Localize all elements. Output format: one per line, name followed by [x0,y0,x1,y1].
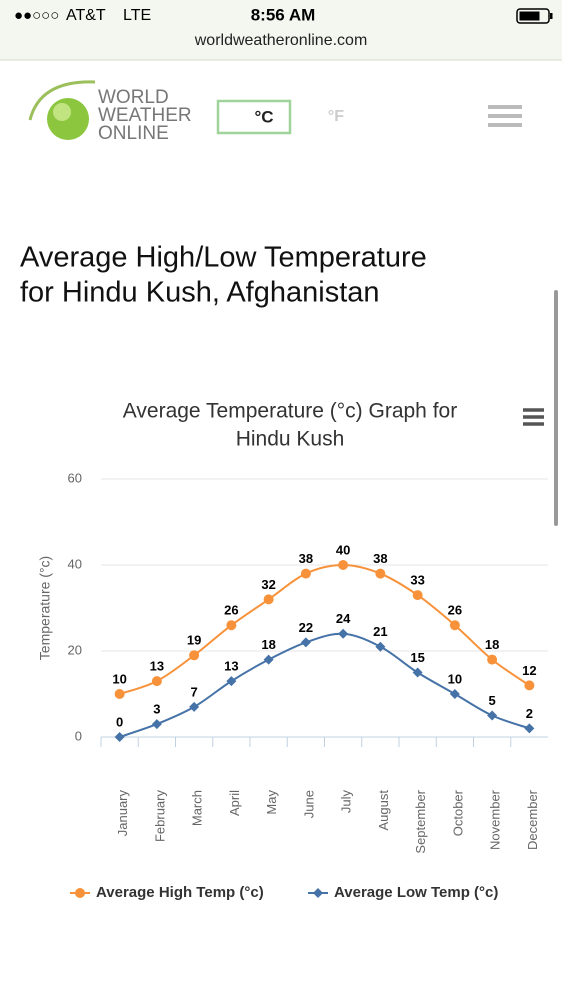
status-bar [0,0,562,60]
time: 8:56 AM [251,5,316,24]
data-label: 33 [410,573,424,588]
logo-text: WEATHER [98,105,192,126]
data-label: 26 [448,603,462,618]
data-point [151,719,162,730]
battery [516,8,553,24]
legend-marker [75,888,85,898]
x-tick-label: April [227,790,242,816]
data-point [338,628,349,639]
data-point [449,620,460,631]
y-tick-label: 60 [68,470,82,485]
y-tick-label: 0 [75,728,82,743]
x-tick-label: December [525,789,540,850]
x-tick-label: August [376,790,391,831]
data-label: 15 [410,650,424,665]
data-label: 18 [261,637,275,652]
data-point [338,560,349,570]
data-point [114,732,125,742]
data-label: 2 [526,706,533,721]
data-label: 18 [485,637,499,652]
data-point [151,676,162,687]
logo[interactable]: WORLD WEATHER ONLINE [28,80,192,144]
data-label: 38 [373,551,387,566]
scrollbar [554,290,558,526]
data-label: 12 [522,663,536,678]
data-point [300,637,311,648]
data-label: 26 [224,603,238,618]
data-point [226,676,237,687]
data-label: 0 [116,714,123,729]
data-label: 5 [489,693,496,708]
x-tick-label: March [190,790,205,826]
data-point [300,568,311,579]
data-label: 22 [299,620,313,635]
x-tick-label: November [488,789,503,850]
data-label: 10 [448,671,462,686]
series-line [119,563,530,695]
data-point [524,723,535,734]
menu-button[interactable] [488,105,522,127]
y-tick-label: 40 [68,556,82,571]
celsius-button[interactable] [216,99,292,135]
data-point [189,650,200,661]
data-label: 24 [336,611,351,626]
data-label: 19 [187,633,201,648]
logo-text: WORLD [98,87,169,108]
data-label: 3 [153,702,160,717]
chart-title: Average Temperature (°c) Graph for [123,400,457,423]
y-axis-title: Temperature (°c) [37,556,53,660]
logo-text: ONLINE [98,123,169,144]
data-point [375,641,386,652]
legend-label: Average Low Temp (°c) [334,884,498,901]
data-point [189,701,200,712]
page-title: Average High/Low Temperature [20,242,427,274]
data-point [449,689,460,699]
data-point [412,590,423,601]
signal: ●●○○○ [14,7,59,24]
legend-marker [313,888,323,898]
x-tick-label: June [301,790,316,818]
data-point [524,680,535,691]
data-label: 13 [224,659,238,674]
data-point [226,620,237,631]
x-tick-label: October [450,789,465,836]
celsius-label: °C [254,107,273,126]
data-point [487,654,498,665]
data-point [263,654,274,665]
series-line [119,632,530,738]
chart-menu[interactable] [523,408,544,426]
x-tick-label: September [413,789,428,853]
x-tick-label: January [115,790,130,837]
data-label: 13 [150,659,164,674]
carrier: AT&T [66,7,106,24]
data-point [412,667,423,678]
fahrenheit-button[interactable]: °F [328,108,344,125]
x-tick-label: July [339,790,354,814]
data-label: 38 [299,551,313,566]
data-label: 40 [336,542,350,557]
data-label: 21 [373,624,387,639]
data-point [263,594,274,605]
chart-title: Hindu Kush [236,428,345,451]
x-tick-label: February [152,790,167,843]
chart: Average Temperature (°c) Graph for Hindu… [37,400,544,660]
url[interactable]: worldweatheronline.com [194,32,368,49]
network: LTE [123,7,151,24]
legend-label: Average High Temp (°c) [96,884,264,901]
data-point [114,689,125,699]
x-tick-label: May [264,790,279,815]
data-label: 10 [112,671,126,686]
page-title: for Hindu Kush, Afghanistan [20,277,380,309]
data-label: 32 [261,577,275,592]
data-label: 7 [191,684,198,699]
y-tick-label: 20 [68,642,82,657]
data-point [487,710,498,721]
data-point [375,568,386,579]
